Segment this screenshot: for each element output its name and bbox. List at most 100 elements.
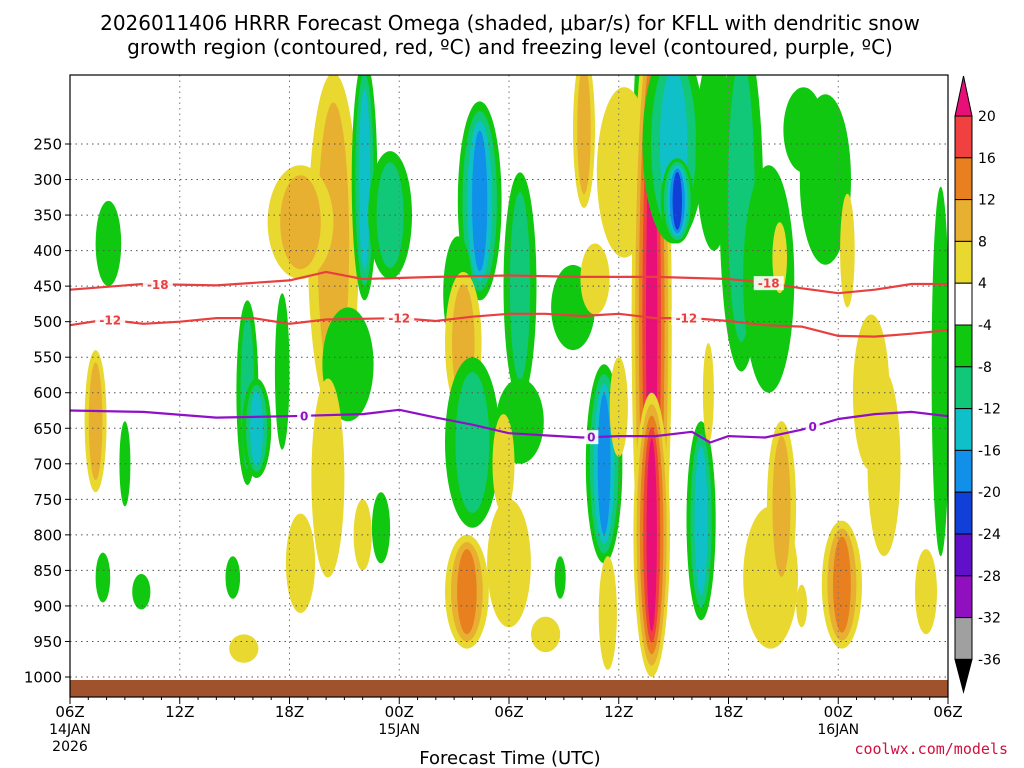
omega-blob-55-level-0 [229, 634, 259, 663]
omega-blob-3-level-2 [358, 88, 371, 271]
omega-blob-51-level-0 [371, 492, 391, 564]
colorbar-bin-13 [954, 617, 973, 660]
omega-blob-54-level-0 [225, 556, 241, 599]
y-tick-label-750: 750 [33, 491, 62, 509]
x-axis-title: Forecast Time (UTC) [419, 748, 600, 768]
omega-blob-56-level-0 [119, 421, 131, 507]
contour-label-bg-freezing-level-2 [805, 419, 820, 434]
contour-label-dgz-minus12-0: -12 [99, 313, 121, 327]
colorbar-label-1: 16 [978, 151, 996, 167]
colorbar-bin-12 [954, 575, 973, 619]
colorbar-bin-1 [954, 115, 973, 159]
colorbar-bin-5 [954, 282, 973, 326]
omega-blob-57-level-0 [531, 616, 561, 653]
colorbar-bin-2 [954, 157, 973, 201]
colorbar: 20 16 12 8 4 -4 -8 -12 -16 -20 -24 -28 -32 -36 [954, 75, 1001, 694]
y-tick-label-800: 800 [33, 526, 62, 544]
chart-title-line2: growth region (contoured, red, ºC) and f… [127, 35, 893, 59]
omega-blob-26-level-0 [931, 186, 948, 557]
date-label-2-0: 16JAN [817, 722, 859, 738]
x-tick-label-3: 00Z [385, 703, 414, 721]
contour-label-bg-dgz-minus12-0 [95, 312, 126, 327]
omega-blob-34-level-1 [455, 372, 490, 513]
y-tick-label-250: 250 [33, 136, 62, 154]
colorbar-label-9: -20 [978, 485, 1001, 501]
colorbar-label-2: 12 [978, 193, 996, 209]
y-tick-label-300: 300 [33, 171, 62, 189]
contour-label-dgz-minus18-0: -18 [147, 278, 169, 292]
y-axis: 250 300 350 400 450 500 550 600 650 700 750 800 850 9… [24, 136, 70, 687]
colorbar-label-12: -32 [978, 611, 1001, 627]
contour-label-dgz-minus12-1: -12 [388, 312, 410, 326]
contour-label-freezing-level-2: 0 [808, 420, 816, 434]
contour-label-freezing-level-1: 0 [587, 431, 595, 445]
x-tick-label-0: 06Z [55, 703, 84, 721]
contour-label-bg-dgz-minus18-1 [753, 276, 784, 291]
omega-blob-5-level-3 [472, 130, 488, 272]
y-tick-label-350: 350 [33, 207, 62, 225]
omega-blob-41-level-0 [609, 357, 628, 457]
omega-blob-9-level-1 [577, 75, 591, 195]
colorbar-label-5: -4 [978, 318, 992, 334]
omega-blob-24-level-0 [840, 193, 855, 308]
omega-shading [84, 75, 948, 677]
colorbar-bin-3 [954, 199, 973, 242]
omega-blob-58-level-0 [554, 556, 566, 599]
contour-label-dgz-minus18-1: -18 [758, 277, 780, 291]
omega-blob-2-level-0 [274, 293, 290, 450]
x-tick-label-2: 18Z [275, 703, 304, 721]
omega-blob-28-level-1 [88, 362, 103, 481]
contour-label-bg-freezing-level-0 [297, 408, 312, 423]
colorbar-bottom-arrow [954, 658, 973, 694]
omega-blob-48-level-0 [915, 549, 937, 635]
omega-blob-40-level-0 [598, 556, 617, 670]
contour-label-freezing-level-0: 0 [300, 409, 308, 423]
omega-blob-30-level-2 [250, 391, 264, 466]
colorbar-bin-6 [954, 324, 973, 368]
colorbar-bin-7 [954, 366, 973, 410]
x-tick-label-5: 12Z [604, 703, 633, 721]
y-tick-label-550: 550 [33, 349, 62, 367]
date-label-1-0: 15JAN [378, 722, 420, 738]
omega-blob-36-level-2 [457, 549, 477, 635]
omega-blob-53-level-0 [132, 573, 151, 610]
chart-title-line1: 2026011406 HRRR Forecast Omega (shaded, … [100, 11, 920, 35]
y-tick-label-450: 450 [33, 278, 62, 296]
omega-blob-27-level-0 [95, 200, 122, 287]
date-label-0-1: 2026 [52, 739, 88, 755]
contour-label-bg-dgz-minus12-2 [671, 311, 702, 326]
contour-dgz-minus18 [70, 270, 948, 295]
y-tick-label-700: 700 [33, 455, 62, 473]
omega-blob-14-level-4 [646, 438, 657, 632]
x-tick-label-6: 18Z [714, 703, 743, 721]
omega-blob-1-level-1 [280, 175, 321, 270]
contour-dgz-minus12 [70, 312, 948, 338]
y-tick-label-600: 600 [33, 384, 62, 402]
colorbar-label-0: 20 [978, 109, 996, 125]
omega-blob-45-level-1 [772, 435, 791, 577]
x-axis: 06Z 12Z 18Z 00Z 06Z 12Z 18Z 00Z 06Z14JAN202615JA… [49, 697, 963, 755]
colorbar-bin-10 [954, 491, 973, 535]
y-tick-label-950: 950 [33, 633, 62, 651]
omega-blob-37-level-0 [487, 499, 531, 628]
terrain-band [70, 680, 948, 697]
omega-blob-10-level-0 [580, 243, 610, 315]
contours: -18 -18 -12 -12 -12 0 0 0 [70, 270, 948, 445]
colorbar-top-arrow [954, 75, 973, 117]
y-tick-label-400: 400 [33, 242, 62, 260]
x-tick-label-8: 06Z [933, 703, 962, 721]
colorbar-label-10: -24 [978, 527, 1001, 543]
contour-freezing-level [70, 408, 948, 444]
omega-blob-46-level-2 [833, 536, 851, 633]
x-tick-label-1: 12Z [165, 703, 194, 721]
colorbar-label-6: -8 [978, 360, 992, 376]
omega-blob-32-level-0 [311, 378, 345, 578]
x-tick-label-7: 00Z [824, 703, 853, 721]
y-tick-label-850: 850 [33, 562, 62, 580]
colorbar-label-7: -12 [978, 402, 1001, 418]
y-tick-label-900: 900 [33, 597, 62, 615]
y-tick-label-650: 650 [33, 420, 62, 438]
contour-label-bg-dgz-minus12-1 [384, 311, 415, 326]
contour-label-bg-dgz-minus18-0 [142, 277, 173, 292]
